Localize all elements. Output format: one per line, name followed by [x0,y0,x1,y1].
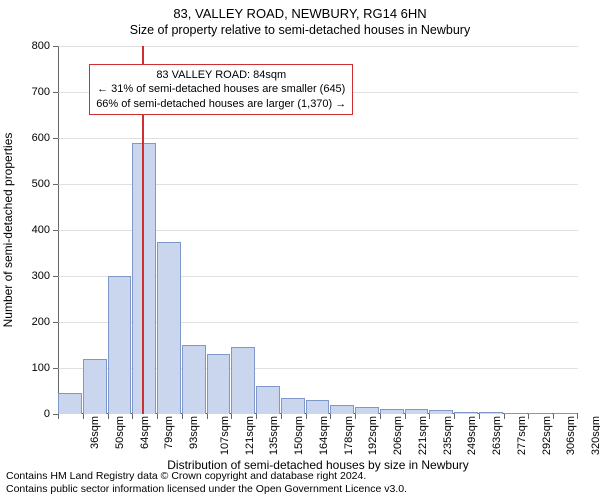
chart-title-sub: Size of property relative to semi-detach… [0,21,600,37]
x-tick-mark [182,414,183,419]
y-tick-mark [53,184,58,185]
x-tick-label: 64sqm [139,416,151,449]
y-tick-label: 400 [32,224,50,236]
histogram-bar [405,409,429,414]
histogram-bar [108,276,132,414]
x-tick-label: 107sqm [219,416,231,455]
chart-title-main: 83, VALLEY ROAD, NEWBURY, RG14 6HN [0,0,600,21]
x-tick-label: 249sqm [467,416,479,455]
x-tick-label: 221sqm [417,416,429,455]
y-axis-label: Number of semi-detached properties [1,133,15,328]
x-tick-mark [405,414,406,419]
x-tick-mark [577,414,578,419]
y-tick-mark [53,368,58,369]
callout-line-3: 66% of semi-detached houses are larger (… [96,97,346,111]
histogram-bar [355,407,379,414]
y-tick-label: 100 [32,362,50,374]
x-tick-label: 36sqm [89,416,101,449]
x-tick-mark [528,414,529,419]
x-tick-label: 320sqm [590,416,600,455]
x-tick-mark [454,414,455,419]
x-tick-mark [108,414,109,419]
y-tick-mark [53,138,58,139]
x-tick-mark [479,414,480,419]
histogram-bar [83,359,107,414]
x-tick-label: 206sqm [392,416,404,455]
histogram-bar [256,386,280,414]
x-tick-mark [306,414,307,419]
x-tick-label: 235sqm [442,416,454,455]
x-tick-label: 79sqm [163,416,175,449]
x-tick-mark [355,414,356,419]
callout-line-1: 83 VALLEY ROAD: 84sqm [96,68,346,82]
x-tick-mark [380,414,381,419]
plot-area: 010020030040050060070080036sqm50sqm64sqm… [58,46,578,414]
x-tick-label: 263sqm [491,416,503,455]
x-tick-mark [231,414,232,419]
x-tick-label: 135sqm [268,416,280,455]
histogram-bar [429,410,453,414]
histogram-bar [306,400,330,414]
x-tick-label: 50sqm [114,416,126,449]
callout-box: 83 VALLEY ROAD: 84sqm← 31% of semi-detac… [89,64,353,115]
histogram-bar [479,412,503,414]
y-tick-label: 800 [32,40,50,52]
y-tick-label: 700 [32,86,50,98]
footer-line-2: Contains public sector information licen… [6,483,407,496]
x-tick-mark [207,414,208,419]
histogram-bar [330,405,354,414]
chart-area: 010020030040050060070080036sqm50sqm64sqm… [58,46,578,414]
gridline-h [58,138,578,139]
x-tick-label: 93sqm [188,416,200,449]
y-tick-label: 600 [32,132,50,144]
x-tick-mark [256,414,257,419]
footer-line-1: Contains HM Land Registry data © Crown c… [6,470,407,483]
callout-line-2: ← 31% of semi-detached houses are smalle… [96,82,346,96]
histogram-bar [380,409,404,414]
y-tick-label: 0 [44,408,50,420]
x-tick-mark [58,414,59,419]
x-tick-label: 164sqm [318,416,330,455]
footer-attribution: Contains HM Land Registry data © Crown c… [6,470,407,496]
x-tick-label: 192sqm [368,416,380,455]
x-tick-mark [429,414,430,419]
x-tick-mark [281,414,282,419]
histogram-bar [231,347,255,414]
histogram-bar [207,354,231,414]
x-tick-mark [504,414,505,419]
histogram-bar [454,412,478,414]
histogram-bar [553,413,577,414]
x-tick-label: 306sqm [566,416,578,455]
x-tick-mark [83,414,84,419]
histogram-bar [281,398,305,414]
histogram-bar [528,413,552,414]
y-tick-label: 500 [32,178,50,190]
y-tick-mark [53,46,58,47]
x-tick-label: 178sqm [343,416,355,455]
x-tick-mark [132,414,133,419]
x-tick-mark [330,414,331,419]
y-tick-mark [53,276,58,277]
y-tick-label: 200 [32,316,50,328]
x-tick-label: 292sqm [541,416,553,455]
histogram-bar [182,345,206,414]
y-tick-mark [53,92,58,93]
x-tick-label: 277sqm [516,416,528,455]
gridline-h [58,46,578,47]
x-tick-label: 150sqm [293,416,305,455]
x-tick-label: 121sqm [244,416,256,455]
histogram-bar [58,393,82,414]
y-tick-mark [53,230,58,231]
x-tick-mark [157,414,158,419]
y-tick-label: 300 [32,270,50,282]
x-tick-mark [553,414,554,419]
histogram-bar [504,413,528,414]
y-tick-mark [53,322,58,323]
histogram-bar [157,242,181,415]
